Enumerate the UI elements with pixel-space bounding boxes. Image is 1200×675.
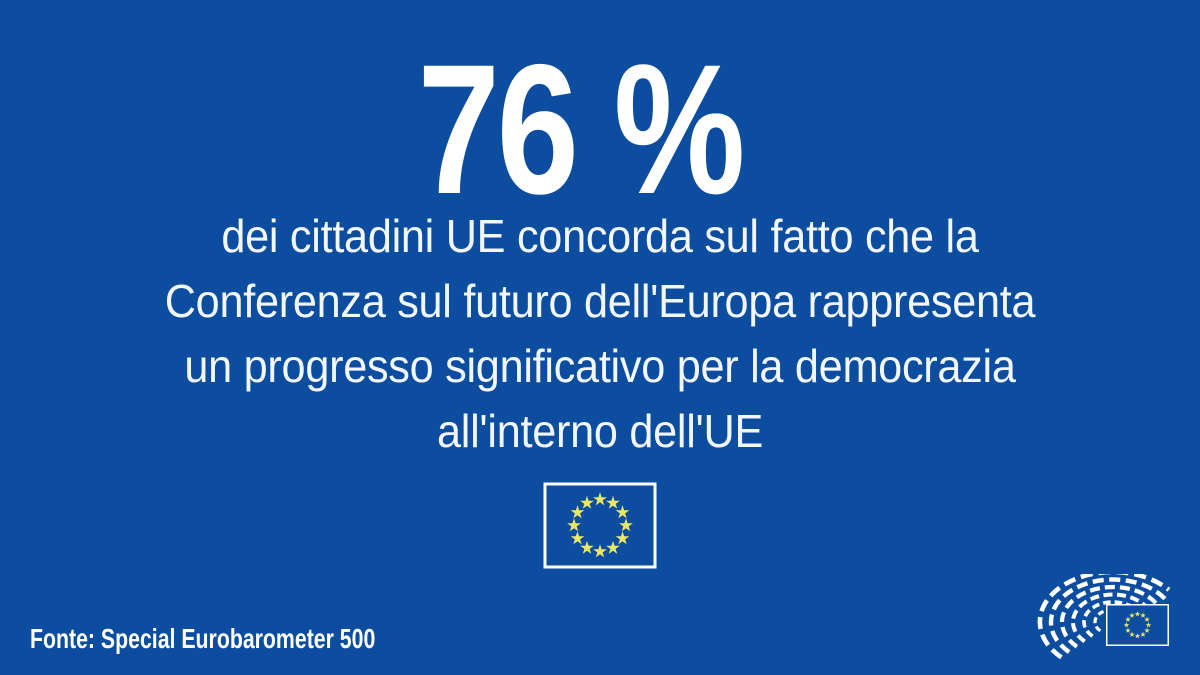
headline-stat-value: 76 %	[417, 27, 746, 233]
headline-stat: 76 %	[0, 38, 1180, 223]
statement-line: dei cittadini UE concorda sul fatto che …	[221, 210, 979, 262]
european-parliament-logo-icon	[1037, 574, 1170, 660]
statement-line: all'interno dell'UE	[436, 405, 764, 457]
statement-line: un progresso significativo per la democr…	[184, 340, 1016, 392]
eu-flag-icon	[543, 482, 657, 569]
statement-line: Conferenza sul futuro dell'Europa rappre…	[164, 275, 1036, 327]
source-credit-text: Fonte: Special Eurobarometer 500	[30, 623, 376, 654]
source-credit: Fonte: Special Eurobarometer 500	[30, 622, 484, 656]
statement-text: dei cittadini UE concorda sul fatto che …	[36, 204, 1164, 464]
